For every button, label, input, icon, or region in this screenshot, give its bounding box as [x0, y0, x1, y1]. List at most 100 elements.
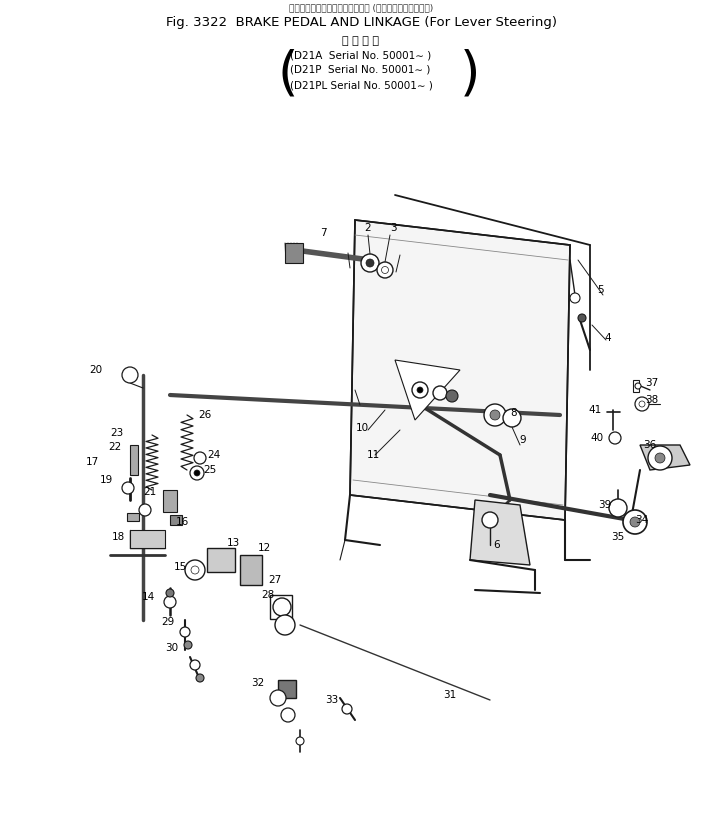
Text: 21: 21: [143, 487, 157, 497]
Text: 22: 22: [108, 442, 121, 452]
Text: 12: 12: [257, 543, 270, 553]
Polygon shape: [470, 500, 530, 565]
Text: 2: 2: [364, 223, 372, 233]
Text: Fig. 3322  BRAKE PEDAL AND LINKAGE (For Lever Steering): Fig. 3322 BRAKE PEDAL AND LINKAGE (For L…: [166, 16, 557, 29]
Circle shape: [342, 704, 352, 714]
Text: 39: 39: [599, 500, 612, 510]
Circle shape: [194, 470, 200, 476]
Circle shape: [270, 690, 286, 706]
Circle shape: [446, 390, 458, 402]
Circle shape: [635, 383, 641, 389]
Polygon shape: [395, 360, 460, 420]
Circle shape: [635, 397, 649, 411]
Text: 6: 6: [494, 540, 500, 550]
Circle shape: [273, 598, 291, 616]
Text: 37: 37: [646, 378, 659, 388]
Circle shape: [609, 499, 627, 517]
Text: 13: 13: [226, 538, 239, 548]
Circle shape: [490, 410, 500, 420]
Bar: [163, 490, 177, 512]
Circle shape: [190, 660, 200, 670]
Circle shape: [412, 382, 428, 398]
Circle shape: [281, 708, 295, 722]
Bar: [240, 555, 262, 585]
Text: 18: 18: [111, 532, 124, 542]
Text: 適 用 号 機: 適 用 号 機: [343, 36, 380, 46]
Bar: [278, 680, 296, 698]
Circle shape: [639, 401, 645, 407]
Text: 14: 14: [142, 592, 155, 602]
Text: (D21PL Serial No. 50001∼ ): (D21PL Serial No. 50001∼ ): [290, 80, 433, 90]
Text: 19: 19: [99, 475, 113, 485]
Text: 41: 41: [589, 405, 602, 415]
Text: 40: 40: [591, 433, 604, 443]
Text: 24: 24: [208, 450, 221, 460]
Circle shape: [382, 266, 388, 274]
Circle shape: [139, 504, 151, 516]
Circle shape: [194, 452, 206, 464]
Text: 15: 15: [174, 562, 187, 572]
Bar: [207, 548, 235, 572]
Circle shape: [190, 466, 204, 480]
Text: 30: 30: [166, 643, 179, 653]
Bar: [130, 445, 138, 475]
Text: 23: 23: [111, 428, 124, 438]
Text: 3: 3: [390, 223, 396, 233]
Polygon shape: [640, 445, 690, 470]
Text: 34: 34: [636, 515, 649, 525]
Circle shape: [164, 596, 176, 608]
Circle shape: [185, 560, 205, 580]
Circle shape: [484, 404, 506, 426]
Circle shape: [623, 510, 647, 534]
Text: 9: 9: [520, 435, 526, 445]
Circle shape: [361, 254, 379, 272]
Text: 36: 36: [643, 440, 656, 450]
Bar: [270, 595, 292, 619]
Text: 28: 28: [262, 590, 275, 600]
Text: 33: 33: [325, 695, 338, 705]
Bar: [170, 515, 182, 525]
Circle shape: [417, 387, 423, 393]
Circle shape: [296, 737, 304, 745]
Text: 32: 32: [252, 678, 265, 688]
Circle shape: [377, 262, 393, 278]
Circle shape: [609, 432, 621, 444]
Text: 5: 5: [596, 285, 603, 295]
Circle shape: [180, 627, 190, 637]
Circle shape: [166, 589, 174, 597]
Circle shape: [433, 386, 447, 400]
Text: (D21P  Serial No. 50001∼ ): (D21P Serial No. 50001∼ ): [290, 65, 430, 75]
Text: 11: 11: [367, 450, 380, 460]
Circle shape: [184, 641, 192, 649]
Text: 10: 10: [356, 423, 369, 433]
Text: 7: 7: [320, 228, 326, 238]
Text: 20: 20: [90, 365, 103, 375]
Text: 8: 8: [510, 408, 518, 418]
Circle shape: [570, 293, 580, 303]
Circle shape: [655, 453, 665, 463]
Text: 27: 27: [268, 575, 282, 585]
Circle shape: [191, 566, 199, 574]
Bar: [127, 513, 139, 521]
Text: 35: 35: [612, 532, 625, 542]
Circle shape: [122, 367, 138, 383]
Text: 31: 31: [443, 690, 457, 700]
Text: 38: 38: [646, 395, 659, 405]
Text: 26: 26: [198, 410, 212, 420]
Text: 17: 17: [85, 457, 98, 467]
Text: ): ): [460, 49, 481, 101]
Bar: [633, 380, 639, 392]
Circle shape: [482, 512, 498, 528]
Circle shape: [503, 409, 521, 427]
Text: 4: 4: [604, 333, 612, 343]
Polygon shape: [350, 220, 570, 520]
Circle shape: [630, 517, 640, 527]
Circle shape: [366, 259, 374, 267]
Circle shape: [275, 615, 295, 635]
Bar: [130, 530, 165, 548]
Text: (: (: [278, 49, 299, 101]
Circle shape: [122, 482, 134, 494]
Circle shape: [648, 446, 672, 470]
Text: (D21A  Serial No. 50001∼ ): (D21A Serial No. 50001∼ ): [290, 50, 431, 60]
Bar: [285, 243, 303, 263]
